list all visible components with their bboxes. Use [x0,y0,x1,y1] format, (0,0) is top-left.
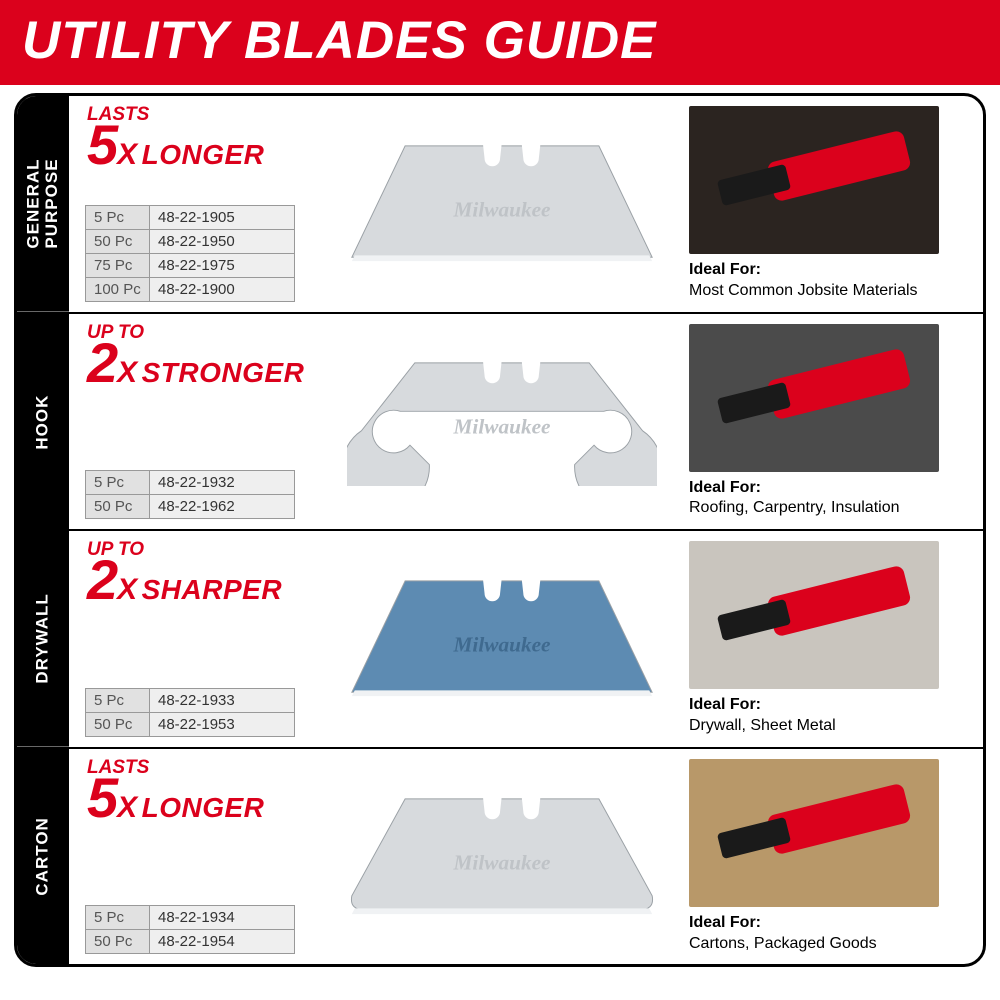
claim-multiplier-x: X [117,573,137,606]
usage-photo [689,541,939,689]
sku-number: 48-22-1933 [150,688,295,712]
ideal-label: Ideal For: [689,479,761,496]
claim-multiplier-x: X [117,138,137,171]
table-row: 5 Pc 48-22-1932 [86,471,295,495]
ideal-for: Ideal For: Most Common Jobsite Materials [689,260,969,302]
table-row: 50 Pc 48-22-1954 [86,930,295,954]
sku-number: 48-22-1950 [150,229,295,253]
sku-qty: 5 Pc [86,205,150,229]
category-tab: GENERALPURPOSE [17,96,69,312]
claim-multiplier-x: X [117,356,137,389]
category-row: DRYWALL UP TO 2X SHARPER 5 Pc 48-22-1933… [17,531,983,749]
ideal-text: Drywall, Sheet Metal [689,717,836,734]
sku-qty: 50 Pc [86,930,150,954]
sku-table: 5 Pc 48-22-1932 50 Pc 48-22-1962 [85,470,295,519]
ideal-label: Ideal For: [689,261,761,278]
blade-illustration: Milwaukee [347,356,657,486]
claim-multiplier-x: X [117,791,137,824]
sku-number: 48-22-1962 [150,495,295,519]
table-row: 50 Pc 48-22-1962 [86,495,295,519]
sku-number: 48-22-1932 [150,471,295,495]
ideal-text: Roofing, Carpentry, Insulation [689,499,899,516]
claim-multiplier-number: 2 [87,331,117,394]
category-row: CARTON LASTS 5X LONGER 5 Pc 48-22-1934 5… [17,749,983,965]
guide-frame: GENERALPURPOSE LASTS 5X LONGER 5 Pc 48-2… [14,93,986,967]
ideal-label: Ideal For: [689,914,761,931]
performance-claim: UP TO 2X STRONGER [85,324,315,389]
sku-qty: 50 Pc [86,229,150,253]
performance-claim: LASTS 5X LONGER [85,759,315,824]
table-row: 100 Pc 48-22-1900 [86,277,295,301]
ideal-text: Cartons, Packaged Goods [689,935,877,952]
blade-illustration: Milwaukee [347,139,657,269]
claim-prefix: LASTS [87,106,315,124]
table-row: 5 Pc 48-22-1934 [86,906,295,930]
table-row: 75 Pc 48-22-1975 [86,253,295,277]
table-row: 5 Pc 48-22-1933 [86,688,295,712]
sku-table: 5 Pc 48-22-1934 50 Pc 48-22-1954 [85,905,295,954]
sku-qty: 5 Pc [86,688,150,712]
sku-qty: 50 Pc [86,495,150,519]
claim-prefix: UP TO [87,324,315,342]
performance-claim: UP TO 2X SHARPER [85,541,315,606]
usage-photo [689,106,939,254]
sku-qty: 5 Pc [86,471,150,495]
claim-multiplier-number: 5 [87,113,117,176]
claim-multiplier-number: 5 [87,766,117,829]
sku-number: 48-22-1905 [150,205,295,229]
usage-photo [689,324,939,472]
sku-number: 48-22-1900 [150,277,295,301]
sku-number: 48-22-1934 [150,906,295,930]
sku-qty: 75 Pc [86,253,150,277]
performance-claim: LASTS 5X LONGER [85,106,315,171]
category-tab: DRYWALL [17,531,69,747]
claim-word: LONGER [142,139,265,170]
blade-illustration: Milwaukee [347,574,657,704]
category-tab: HOOK [17,314,69,530]
svg-text:Milwaukee: Milwaukee [452,850,550,874]
usage-photo [689,759,939,907]
category-tab: CARTON [17,749,69,965]
table-row: 5 Pc 48-22-1905 [86,205,295,229]
sku-table: 5 Pc 48-22-1933 50 Pc 48-22-1953 [85,688,295,737]
svg-text:Milwaukee: Milwaukee [452,197,550,221]
sku-number: 48-22-1953 [150,712,295,736]
sku-qty: 100 Pc [86,277,150,301]
ideal-text: Most Common Jobsite Materials [689,282,918,299]
category-row: GENERALPURPOSE LASTS 5X LONGER 5 Pc 48-2… [17,96,983,314]
ideal-label: Ideal For: [689,696,761,713]
ideal-for: Ideal For: Roofing, Carpentry, Insulatio… [689,478,969,520]
sku-number: 48-22-1954 [150,930,295,954]
claim-word: SHARPER [142,574,282,605]
claim-word: LONGER [142,792,265,823]
sku-number: 48-22-1975 [150,253,295,277]
sku-table: 5 Pc 48-22-1905 50 Pc 48-22-1950 75 Pc 4… [85,205,295,302]
ideal-for: Ideal For: Drywall, Sheet Metal [689,695,969,737]
page-title: UTILITY BLADES GUIDE [0,0,1000,85]
svg-text:Milwaukee: Milwaukee [452,633,550,657]
ideal-for: Ideal For: Cartons, Packaged Goods [689,913,969,955]
svg-text:Milwaukee: Milwaukee [452,415,550,439]
category-row: HOOK UP TO 2X STRONGER 5 Pc 48-22-1932 5… [17,314,983,532]
sku-qty: 50 Pc [86,712,150,736]
claim-prefix: UP TO [87,541,315,559]
blade-illustration: Milwaukee [347,792,657,922]
claim-multiplier-number: 2 [87,548,117,611]
claim-word: STRONGER [142,357,305,388]
claim-prefix: LASTS [87,759,315,777]
table-row: 50 Pc 48-22-1950 [86,229,295,253]
sku-qty: 5 Pc [86,906,150,930]
table-row: 50 Pc 48-22-1953 [86,712,295,736]
